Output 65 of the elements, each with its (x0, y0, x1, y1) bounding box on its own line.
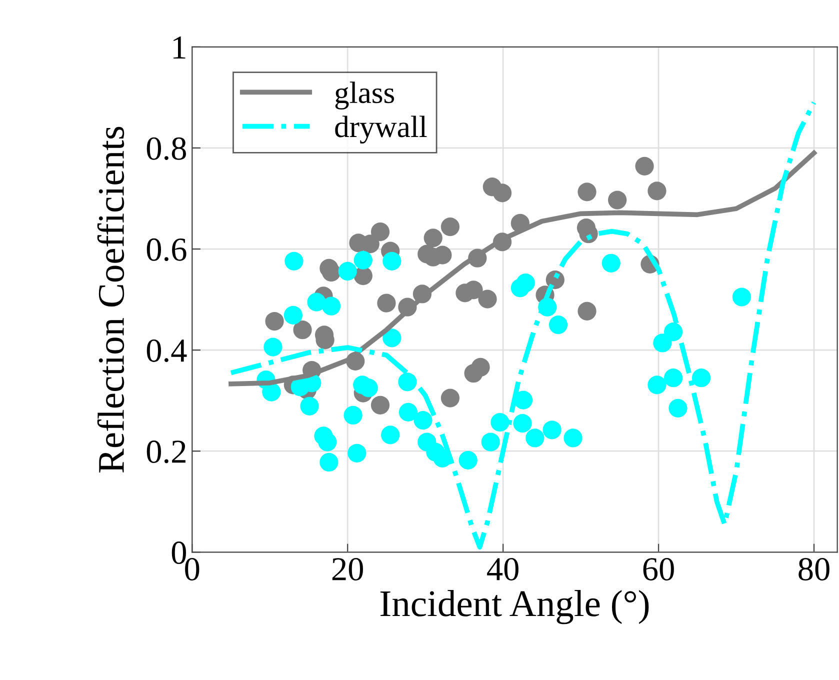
x-axis-title: Incident Angle (°) (380, 590, 649, 624)
point (653, 334, 672, 352)
y-tick-label: 0.6 (146, 238, 186, 262)
point (382, 328, 402, 348)
y-tick-label: 0 (172, 542, 186, 564)
point (284, 252, 304, 270)
y-axis-title: Reflection Coefficients (97, 126, 124, 473)
point (320, 452, 338, 472)
point (338, 262, 357, 281)
point (424, 228, 442, 248)
point (348, 444, 366, 462)
point (564, 428, 582, 448)
point (440, 217, 460, 236)
point (542, 420, 562, 440)
point (732, 288, 752, 306)
point (354, 250, 372, 270)
point (513, 414, 532, 433)
point (692, 368, 711, 388)
y-tick-label: 0.8 (146, 137, 186, 160)
point (492, 184, 512, 202)
y-tick-label: 0.4 (146, 339, 187, 362)
point (382, 252, 402, 270)
point (377, 294, 396, 312)
point (648, 182, 666, 200)
legend-label: drywall (335, 116, 427, 144)
point (464, 364, 483, 383)
point (664, 368, 683, 388)
point (578, 302, 596, 320)
point (381, 426, 400, 444)
point (370, 222, 390, 242)
x-tick-label: 60 (643, 558, 674, 580)
point (322, 296, 341, 316)
point (602, 254, 620, 272)
point (300, 396, 319, 416)
point (398, 402, 418, 422)
point (370, 396, 390, 414)
point (578, 182, 596, 202)
y-tick-label: 1 (174, 36, 186, 58)
point (344, 406, 362, 425)
y-tick-label: 0.2 (146, 440, 186, 464)
point (648, 376, 666, 394)
x-tick-label: 40 (487, 558, 518, 580)
point (635, 156, 654, 176)
point (264, 338, 282, 356)
point (318, 432, 337, 452)
point (478, 290, 497, 308)
legend-label: glass (335, 82, 394, 110)
point (307, 292, 326, 312)
point (284, 306, 302, 325)
point (510, 278, 530, 298)
point (668, 398, 688, 418)
point (548, 315, 568, 334)
point (481, 432, 500, 452)
x-tick-label: 20 (332, 558, 363, 580)
point (440, 388, 460, 408)
point (526, 428, 544, 448)
point (458, 450, 478, 470)
point (490, 412, 510, 432)
point (293, 320, 312, 340)
x-tick-label: 80 (798, 558, 830, 580)
point (414, 410, 432, 430)
point (398, 372, 417, 392)
point (262, 382, 281, 402)
point (608, 190, 627, 210)
point (265, 312, 284, 331)
